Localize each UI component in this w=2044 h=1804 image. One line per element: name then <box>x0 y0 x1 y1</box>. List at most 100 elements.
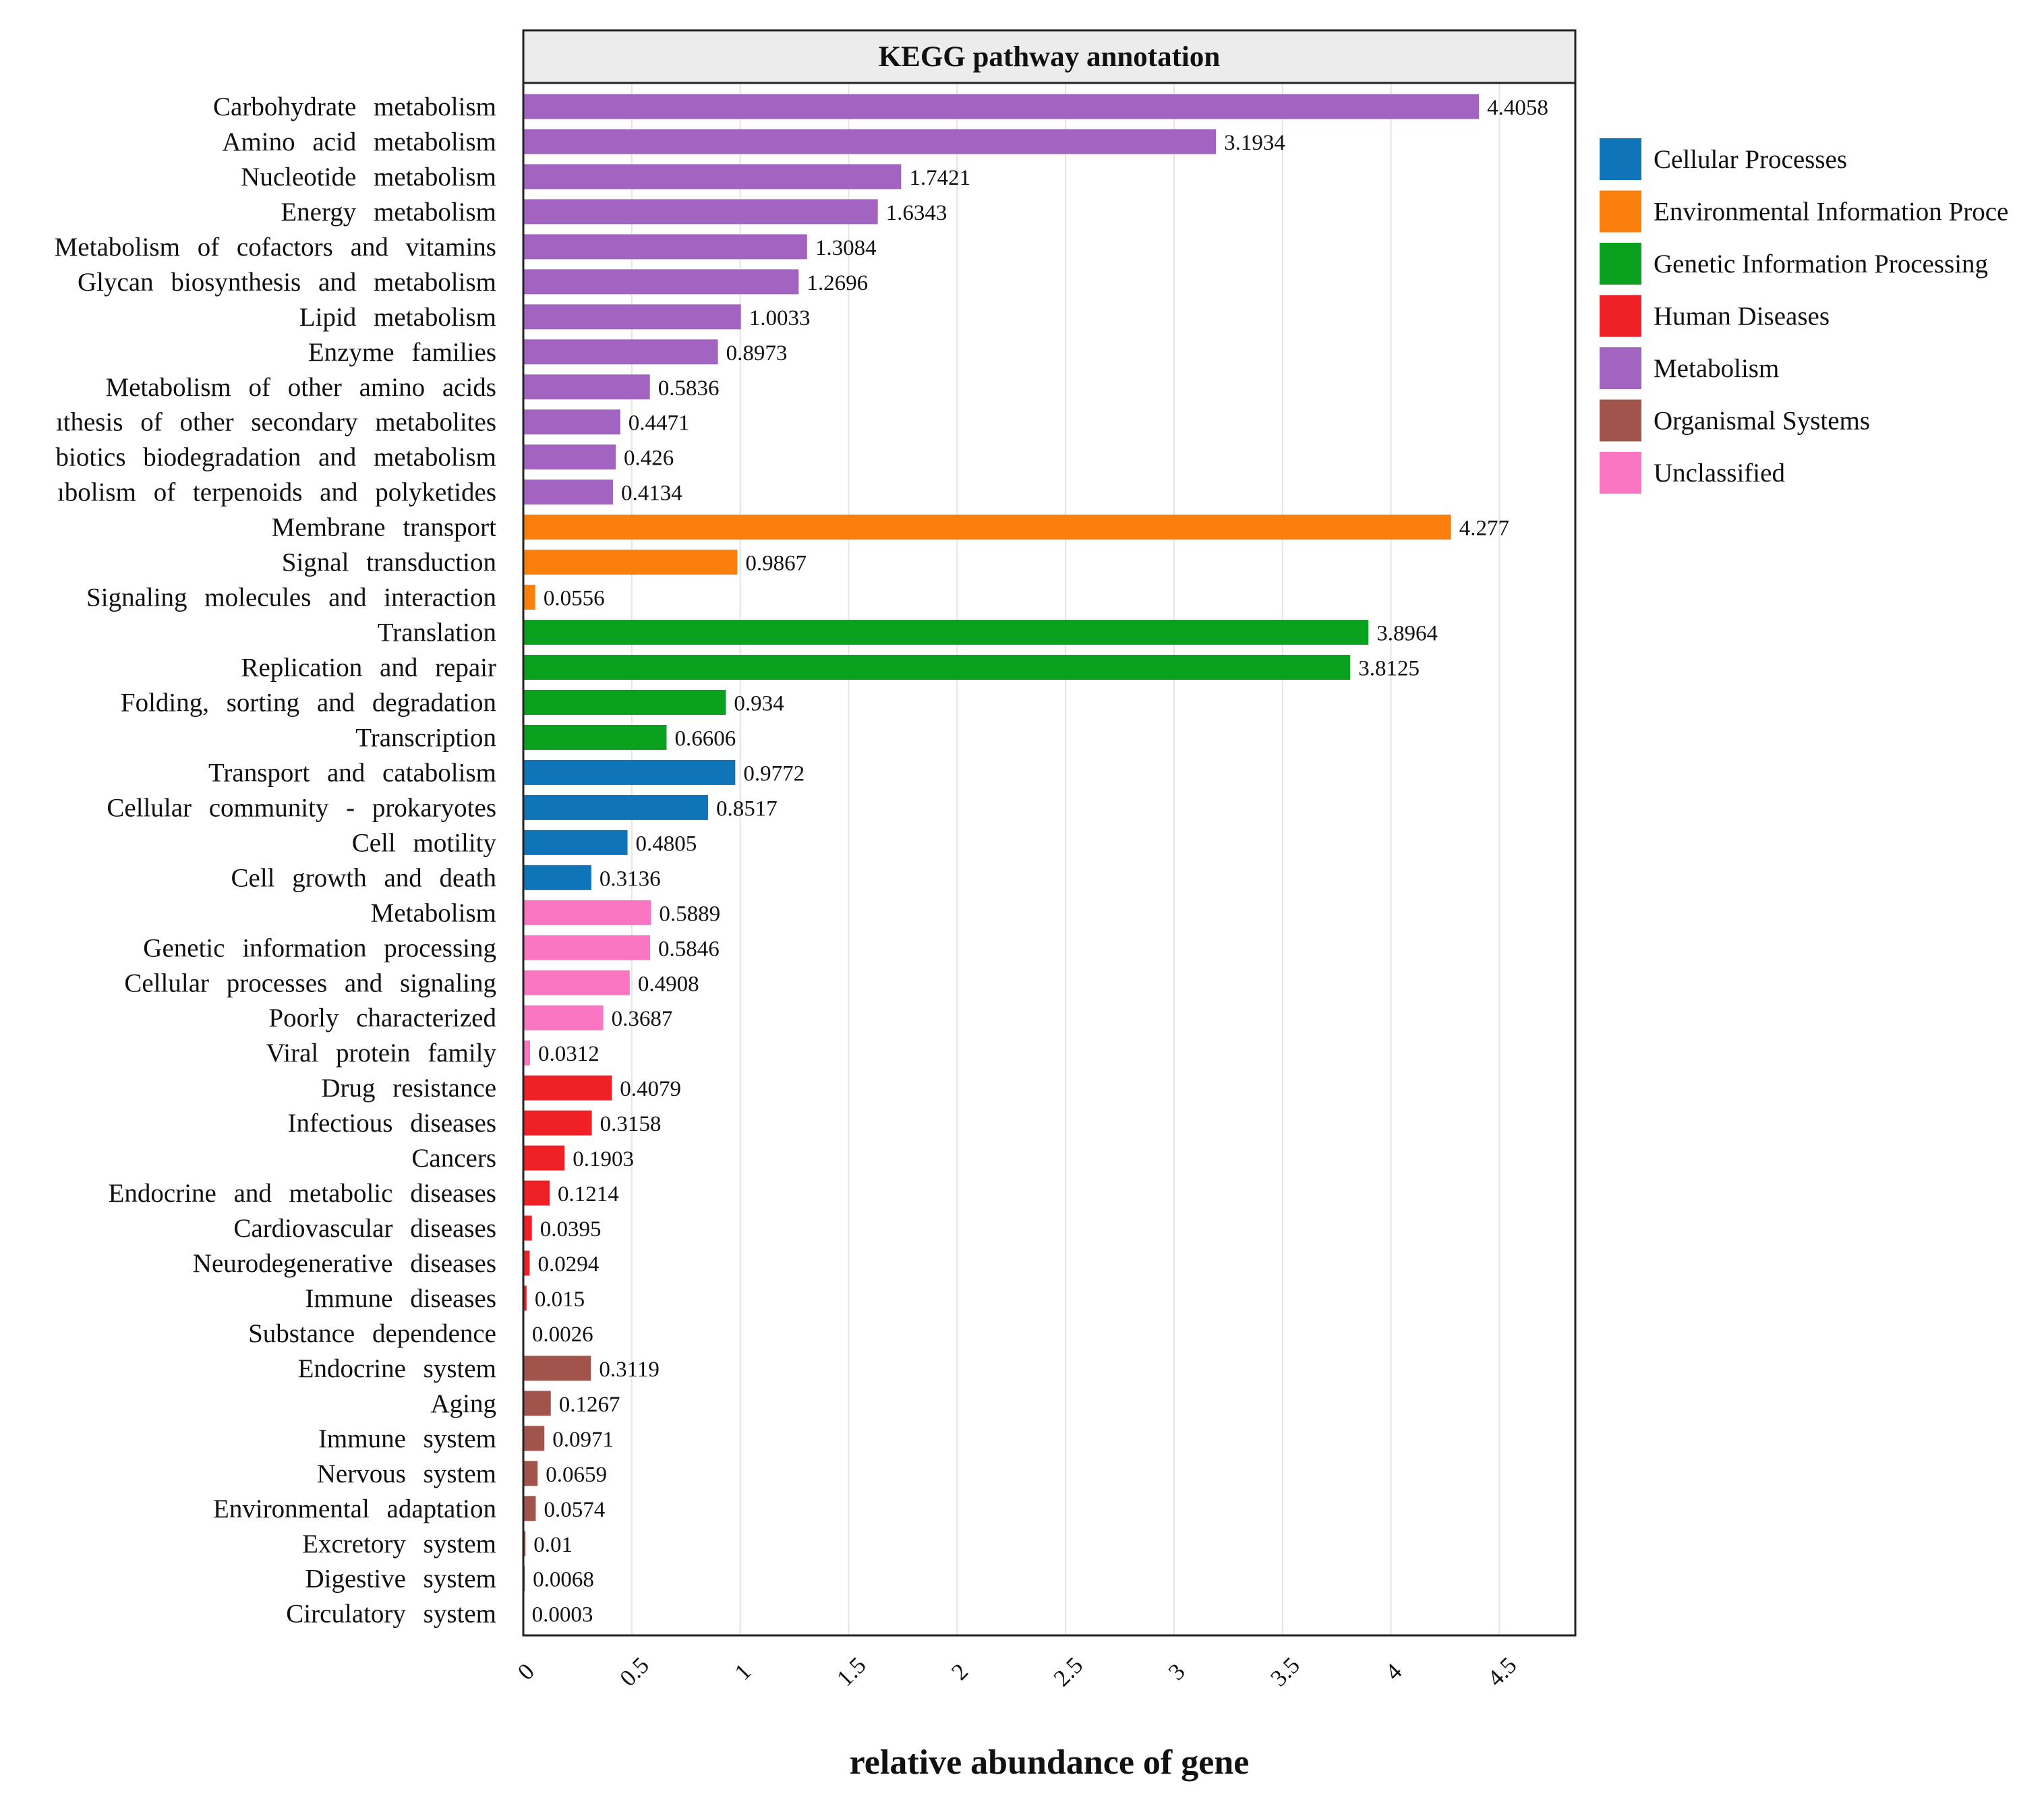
category-label: Cellular processes and signaling <box>124 968 496 997</box>
value-label: 3.8964 <box>1376 622 1438 646</box>
value-label: 1.3084 <box>815 236 877 260</box>
value-label: 0.015 <box>535 1287 585 1312</box>
category-label: Immune diseases <box>305 1284 496 1313</box>
bar <box>523 94 1480 119</box>
category-label: Signaling molecules and interaction <box>86 583 496 612</box>
category-label: Environmental adaptation <box>213 1494 496 1523</box>
bar <box>523 129 1217 154</box>
value-label: 0.0068 <box>533 1568 594 1592</box>
x-axis-ticks: 0 0.5 1 1.5 2 2.5 3 3.5 4 4.5 <box>513 1652 1522 1692</box>
value-label: 0.0312 <box>538 1042 600 1066</box>
bar <box>523 794 708 820</box>
bar <box>523 339 718 365</box>
bar <box>523 759 736 785</box>
value-label: 4.4058 <box>1487 96 1548 120</box>
bar <box>523 304 741 330</box>
legend-entry: Unclassified <box>1654 459 1785 488</box>
x-tick-label: 3.5 <box>1265 1652 1305 1692</box>
category-label: Lipid metabolism <box>299 303 496 332</box>
category-label: Excretory system <box>302 1530 496 1559</box>
category-label: Neurodegenerative diseases <box>193 1249 496 1278</box>
value-labels: 4.4058 3.1934 1.7421 1.6343 1.3084 1.2696 1.00… <box>532 96 1548 1627</box>
value-label: 0.0574 <box>544 1498 605 1522</box>
category-label: Nervous system <box>317 1459 496 1488</box>
bar <box>523 515 1451 540</box>
value-label: 0.4079 <box>620 1077 681 1101</box>
legend-entry: Environmental Information Proce <box>1654 198 2008 227</box>
category-label: Folding, sorting and degradation <box>121 688 496 717</box>
value-label: 1.6343 <box>886 201 947 225</box>
bar <box>523 1461 538 1486</box>
category-label: Enzyme families <box>308 338 496 367</box>
category-label: Cell growth and death <box>231 863 497 892</box>
category-labels: Carbohydrate metabolism Amino acid metabo… <box>55 92 497 1629</box>
category-label: Endocrine and metabolic diseases <box>109 1179 496 1208</box>
value-label: 0.5846 <box>658 937 720 961</box>
bar <box>523 935 651 960</box>
category-label: Endocrine system <box>298 1354 496 1383</box>
value-label: 0.1267 <box>559 1393 620 1417</box>
category-label: Metabolism of cofactors and vitamins <box>55 233 496 262</box>
bar <box>523 1040 531 1066</box>
bar <box>523 1145 565 1171</box>
category-label: Metabolism of other amino acids <box>105 373 496 402</box>
bar <box>523 269 799 295</box>
legend-swatch <box>1600 347 1641 389</box>
category-label: Circulatory system <box>286 1600 496 1629</box>
category-label: Metabolism <box>371 898 496 927</box>
value-label: 0.3119 <box>599 1358 660 1382</box>
bar <box>523 1531 526 1556</box>
category-label: ıthesis of other secondary metabolites <box>56 408 496 437</box>
bar <box>523 1180 550 1206</box>
bar <box>523 830 628 855</box>
category-label: Viral protein family <box>266 1039 496 1068</box>
bar <box>523 1250 530 1276</box>
category-label: Translation <box>378 618 496 647</box>
category-label: Membrane transport <box>272 513 496 542</box>
value-label: 0.4805 <box>636 832 697 856</box>
bar <box>523 409 620 435</box>
bar <box>523 724 667 750</box>
bar <box>523 164 902 190</box>
bar <box>523 444 616 470</box>
category-label: Cellular community - prokaryotes <box>107 793 496 822</box>
bar <box>523 1110 592 1136</box>
x-tick-label: 0 <box>513 1658 539 1685</box>
value-label: 3.1934 <box>1224 131 1285 155</box>
value-label: 3.8125 <box>1358 657 1420 681</box>
bar <box>523 479 613 505</box>
category-label: Drug resistance <box>321 1074 496 1103</box>
chart-title: KEGG pathway annotation <box>879 41 1221 73</box>
bar <box>523 1391 551 1416</box>
bar <box>523 550 738 575</box>
category-label: Amino acid metabolism <box>222 127 496 156</box>
bar <box>523 900 651 925</box>
bar <box>523 1496 536 1521</box>
category-label: Infectious diseases <box>288 1109 497 1138</box>
category-label: Cancers <box>411 1144 496 1173</box>
value-label: 0.1214 <box>558 1182 619 1206</box>
value-label: 0.0026 <box>532 1322 593 1347</box>
bar <box>523 655 1351 680</box>
value-label: 0.0556 <box>544 587 605 611</box>
value-label: 0.4908 <box>638 972 699 996</box>
value-label: 0.9772 <box>743 761 805 786</box>
title-strip <box>522 29 1577 84</box>
value-label: 0.8517 <box>716 796 778 821</box>
value-label: 0.3687 <box>612 1007 673 1031</box>
value-label: 0.4134 <box>621 482 682 506</box>
value-label: 1.7421 <box>909 166 970 190</box>
bar <box>523 1285 527 1311</box>
category-label: Transcription <box>355 723 496 752</box>
x-tick-label: 1.5 <box>831 1652 871 1692</box>
category-label: Genetic information processing <box>143 933 496 962</box>
bar <box>523 1075 612 1101</box>
category-label: Carbohydrate metabolism <box>213 92 496 121</box>
value-label: 0.5889 <box>659 902 720 926</box>
bar <box>523 1215 532 1241</box>
legend-swatch <box>1600 295 1641 337</box>
value-label: 0.5836 <box>658 376 720 401</box>
legend: Cellular Processes Environmental Informat… <box>1600 138 2008 494</box>
plot-border <box>522 29 1577 1637</box>
value-label: 0.0971 <box>552 1428 614 1452</box>
